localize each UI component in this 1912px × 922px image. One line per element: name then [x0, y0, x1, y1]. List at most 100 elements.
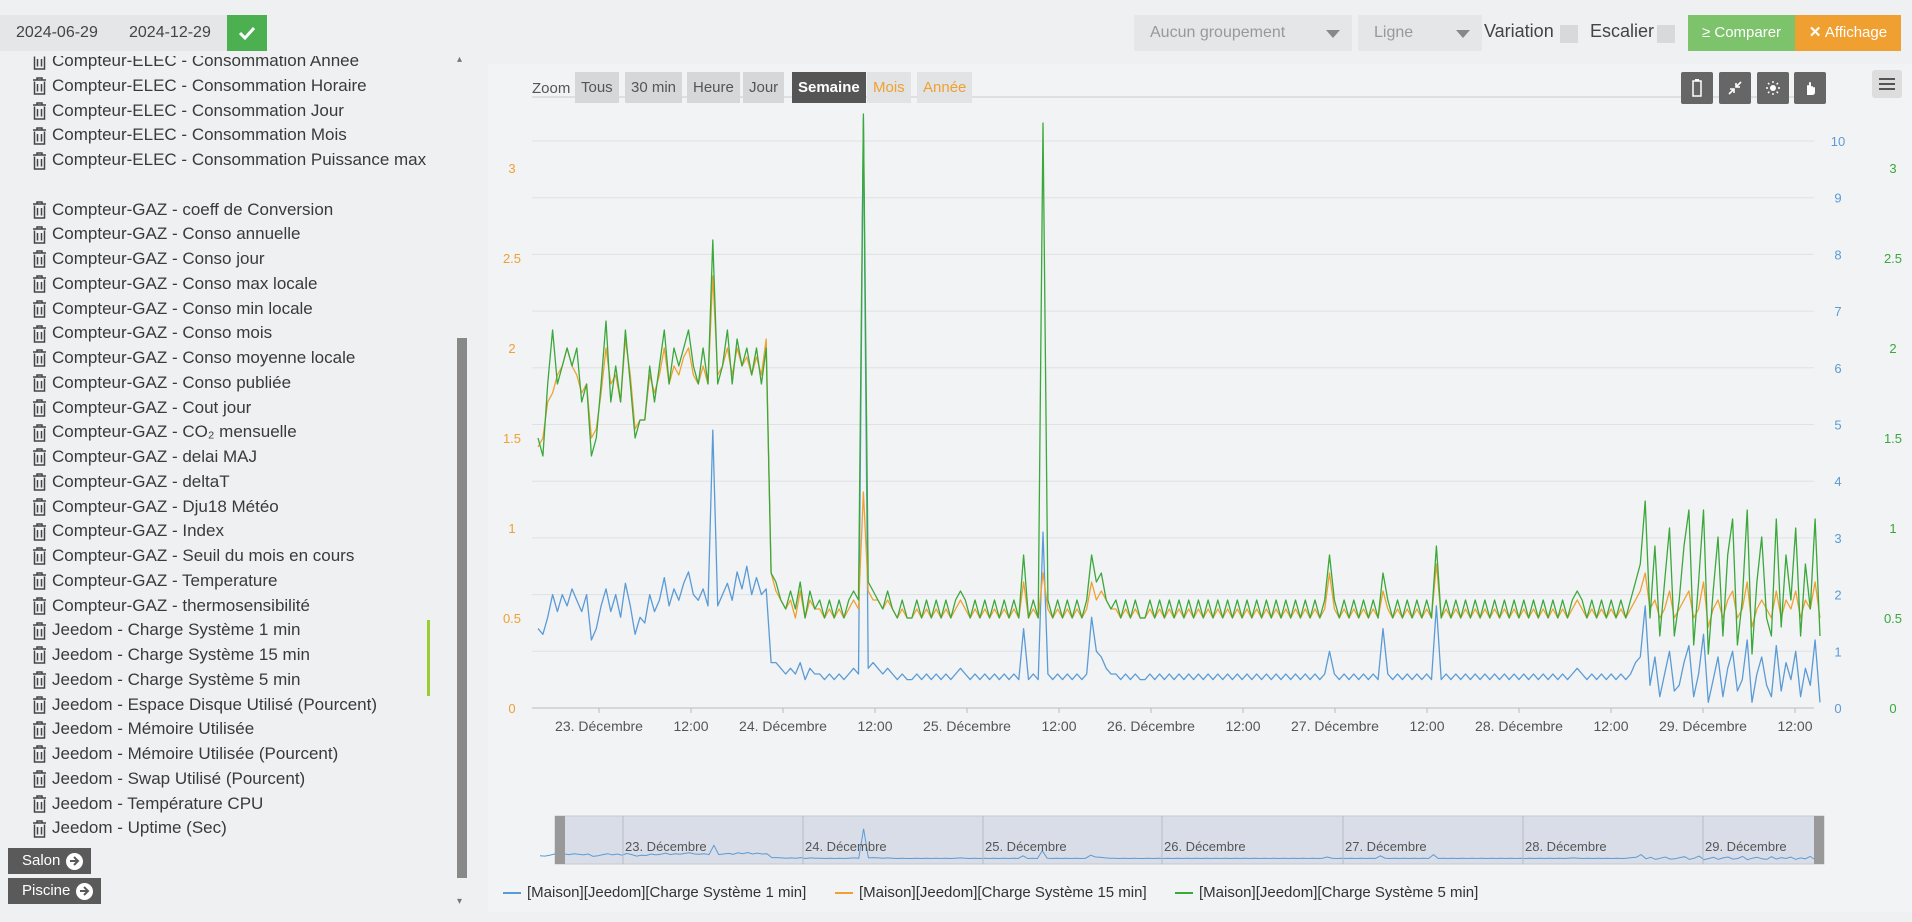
legend-item-series1[interactable]: [Maison][Jeedom][Charge Système 1 min] — [503, 884, 806, 901]
command-item[interactable]: Jeedom - Charge Système 15 min — [32, 643, 442, 668]
command-item[interactable]: Compteur-GAZ - Conso max locale — [32, 272, 442, 297]
trash-icon[interactable] — [32, 597, 47, 615]
zoom-button[interactable]: Mois — [867, 72, 911, 103]
greater-equal-icon: ≥ — [1701, 24, 1711, 41]
command-item[interactable]: Compteur-GAZ - Conso min locale — [32, 297, 442, 322]
command-label: Compteur-GAZ - Conso min locale — [52, 298, 313, 318]
navigator-label: 23. Décembre — [625, 839, 707, 854]
chart-type-select[interactable]: Ligne — [1358, 15, 1482, 51]
command-item[interactable]: Compteur-GAZ - Dju18 Météo — [32, 495, 442, 520]
compare-button[interactable]: ≥ Comparer — [1688, 15, 1795, 51]
trash-icon[interactable] — [32, 349, 47, 368]
command-item[interactable]: Compteur-GAZ - Conso mois — [32, 321, 442, 346]
trash-icon[interactable] — [32, 547, 47, 566]
hand-pointer-icon[interactable] — [1794, 72, 1826, 104]
trash-icon[interactable] — [32, 250, 47, 269]
trash-icon[interactable] — [32, 720, 47, 739]
trash-icon[interactable] — [32, 621, 47, 640]
variation-checkbox[interactable] — [1560, 25, 1578, 43]
command-item[interactable]: Compteur-GAZ - Conso moyenne locale — [32, 346, 442, 371]
trash-icon[interactable] — [32, 795, 47, 813]
trash-icon[interactable] — [32, 324, 47, 343]
axis-left-tick: 2.5 — [503, 251, 521, 266]
trash-icon[interactable] — [32, 126, 47, 145]
command-item[interactable]: Compteur-GAZ - thermosensibilité — [32, 594, 442, 619]
command-item[interactable]: Compteur-ELEC - Consommation Année — [32, 56, 442, 74]
command-item[interactable]: Jeedom - Température CPU — [32, 792, 442, 817]
grouping-select[interactable]: Aucun groupement — [1134, 15, 1352, 51]
command-item[interactable]: Compteur-GAZ - deltaT — [32, 470, 442, 495]
command-item[interactable]: Jeedom - Charge Système 1 min — [32, 618, 442, 643]
date-end-input[interactable]: 2024-12-29 — [113, 15, 228, 51]
sun-icon[interactable] — [1757, 72, 1789, 104]
command-item[interactable]: Compteur-GAZ - CO₂ mensuelle — [32, 420, 442, 445]
trash-icon[interactable] — [32, 275, 47, 293]
command-item[interactable]: Jeedom - Mémoire Utilisée — [32, 717, 442, 742]
scroll-down-icon[interactable]: ▾ — [457, 896, 463, 907]
command-item[interactable]: Compteur-ELEC - Consommation Mois — [32, 123, 442, 148]
command-item[interactable]: Compteur-GAZ - coeff de Conversion — [32, 198, 442, 223]
command-item[interactable]: Jeedom - Charge Système 5 min — [32, 668, 442, 693]
x-axis-tick: 12:00 — [1041, 718, 1076, 734]
trash-icon[interactable] — [32, 201, 47, 219]
compress-icon[interactable] — [1719, 72, 1751, 104]
zoom-button[interactable]: Année — [917, 72, 973, 103]
display-button[interactable]: ✕ Affichage — [1795, 15, 1901, 51]
command-item[interactable]: Compteur-GAZ - Conso jour — [32, 247, 442, 272]
trash-icon[interactable] — [32, 399, 47, 417]
trash-icon[interactable] — [32, 56, 47, 71]
command-item[interactable]: Compteur-GAZ - Conso publiée — [32, 371, 442, 396]
zoom-button[interactable]: Tous — [575, 72, 619, 103]
axis-left-tick: 1 — [508, 521, 515, 536]
trash-icon[interactable] — [32, 448, 47, 467]
command-item[interactable]: Jeedom - Espace Disque Utilisé (Pourcent… — [32, 693, 442, 718]
command-item[interactable]: Compteur-ELEC - Consommation Jour — [32, 99, 442, 124]
trash-icon[interactable] — [32, 696, 47, 714]
trash-icon[interactable] — [32, 300, 47, 318]
history-chart[interactable]: 0 0.5 1 1.5 2 2.5 3 0 1 2 3 4 5 6 7 8 9 10 0 0.5 1 1.5 2 2.5 3 23… — [488, 64, 1912, 912]
trash-icon[interactable] — [32, 102, 47, 120]
trash-icon[interactable] — [32, 671, 47, 689]
zoom-button[interactable]: 30 min — [625, 72, 683, 103]
x-axis-tick: 27. Décembre — [1291, 718, 1379, 734]
command-item[interactable]: Jeedom - Uptime (Sec) — [32, 816, 442, 841]
hamburger-menu-icon[interactable] — [1872, 70, 1902, 98]
battery-icon[interactable] — [1681, 72, 1713, 104]
command-item[interactable]: Compteur-GAZ - Conso annuelle — [32, 222, 442, 247]
stairs-checkbox[interactable] — [1657, 25, 1675, 43]
trash-icon[interactable] — [32, 225, 47, 244]
trash-icon[interactable] — [32, 498, 47, 516]
sidebar-scrollbar-thumb[interactable] — [457, 338, 467, 878]
command-item[interactable]: Compteur-GAZ - Temperature — [32, 569, 442, 594]
trash-icon[interactable] — [32, 819, 47, 838]
command-item[interactable]: Compteur-GAZ - delai MAJ — [32, 445, 442, 470]
validate-dates-button[interactable] — [227, 15, 267, 51]
trash-icon[interactable] — [32, 473, 47, 491]
legend-item-series3[interactable]: [Maison][Jeedom][Charge Système 5 min] — [1175, 884, 1478, 901]
trash-icon[interactable] — [32, 522, 47, 541]
command-item[interactable]: Compteur-ELEC - Consommation Puissance m… — [32, 148, 442, 198]
command-item[interactable]: Compteur-ELEC - Consommation Horaire — [32, 74, 442, 99]
zoom-button[interactable]: Heure — [687, 72, 740, 103]
trash-icon[interactable] — [32, 152, 47, 170]
trash-icon[interactable] — [32, 423, 47, 442]
trash-icon[interactable] — [32, 374, 47, 392]
zoom-button[interactable]: Semaine — [792, 72, 866, 103]
object-button-salon[interactable]: Salon — [8, 848, 92, 874]
command-item[interactable]: Compteur-GAZ - Index — [32, 519, 442, 544]
command-item[interactable]: Jeedom - Swap Utilisé (Pourcent) — [32, 767, 442, 792]
trash-icon[interactable] — [32, 77, 47, 95]
trash-icon[interactable] — [32, 646, 47, 665]
date-start-input[interactable]: 2024-06-29 — [0, 15, 114, 51]
zoom-button[interactable]: Jour — [743, 72, 785, 103]
command-item[interactable]: Compteur-GAZ - Cout jour — [32, 396, 442, 421]
object-button-piscine[interactable]: Piscine — [8, 878, 102, 904]
x-axis-tick: 12:00 — [857, 718, 892, 734]
command-item[interactable]: Jeedom - Mémoire Utilisée (Pourcent) — [32, 742, 442, 767]
legend-item-series2[interactable]: [Maison][Jeedom][Charge Système 15 min] — [835, 884, 1147, 901]
command-item[interactable]: Compteur-GAZ - Seuil du mois en cours — [32, 544, 442, 569]
scroll-up-icon[interactable]: ▴ — [457, 56, 463, 65]
trash-icon[interactable] — [32, 745, 47, 764]
trash-icon[interactable] — [32, 572, 47, 590]
trash-icon[interactable] — [32, 770, 47, 788]
